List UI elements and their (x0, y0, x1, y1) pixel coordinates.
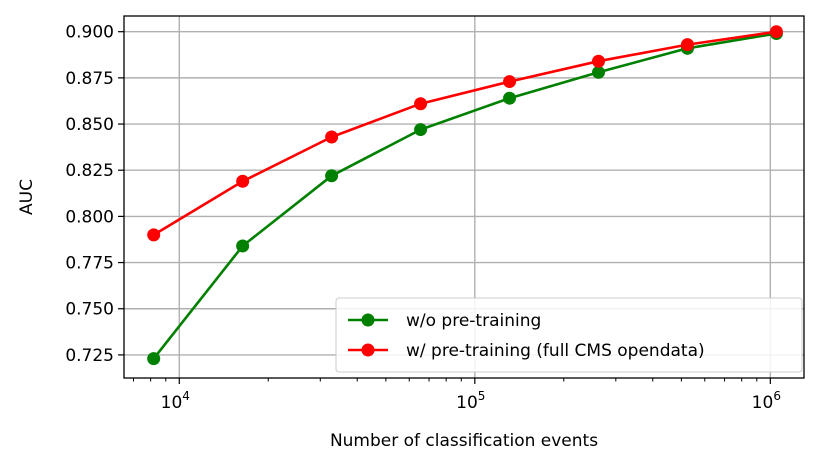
data-point (147, 228, 161, 242)
data-point (591, 65, 605, 79)
legend-label-w-pre-training: w/ pre-training (full CMS opendata) (406, 341, 705, 361)
y-tick-label: 0.725 (65, 346, 114, 366)
x-tick-label: 104 (161, 389, 190, 413)
y-tick-label: 0.900 (65, 23, 114, 43)
series-line (153, 30, 777, 237)
x-tick-label-base: 10 (456, 393, 478, 413)
series-line (152, 32, 777, 360)
series-1 (147, 25, 783, 242)
x-tick-label-exponent: 5 (478, 389, 486, 403)
data-point (236, 239, 250, 253)
y-tick-label: 0.825 (65, 161, 114, 181)
data-point (325, 130, 339, 144)
x-axis-label: Number of classification events (330, 431, 598, 451)
plot-frame (123, 15, 805, 379)
legend: w/o pre-training w/ pre-training (full C… (335, 297, 803, 373)
data-point (680, 38, 694, 52)
y-tick-label: 0.775 (65, 254, 114, 274)
y-tick-label: 0.850 (65, 115, 114, 135)
x-tick-label-base: 10 (752, 393, 774, 413)
y-axis-label: AUC (17, 179, 37, 215)
data-point (414, 123, 428, 137)
y-tick-label: 0.875 (65, 69, 114, 89)
grid-lines (124, 16, 804, 378)
x-tick-label: 106 (752, 389, 781, 413)
data-point (147, 352, 161, 366)
data-point (503, 91, 517, 105)
x-tick-label: 105 (456, 389, 485, 413)
data-point (591, 54, 605, 68)
y-tick-label: 0.800 (65, 207, 114, 227)
legend-swatch-marker-w-o-pre-training (361, 313, 375, 327)
y-tick-label: 0.750 (65, 300, 114, 320)
x-tick-label-base: 10 (161, 393, 183, 413)
legend-label-w-o-pre-training: w/o pre-training (406, 311, 541, 331)
data-point (414, 97, 428, 111)
data-point (769, 25, 783, 39)
axis-ticks: 0.725 0.750 0.775 0.800 0.825 0.850 0.875 0.900… (65, 23, 781, 413)
x-tick-label-exponent: 6 (773, 389, 781, 403)
legend-box (335, 297, 803, 373)
x-tick-label-exponent: 4 (182, 389, 190, 403)
data-point (236, 174, 250, 188)
legend-swatch-marker-w-pre-training (361, 343, 375, 357)
series-layer (147, 25, 783, 366)
data-point (503, 75, 517, 89)
data-point (325, 169, 339, 183)
